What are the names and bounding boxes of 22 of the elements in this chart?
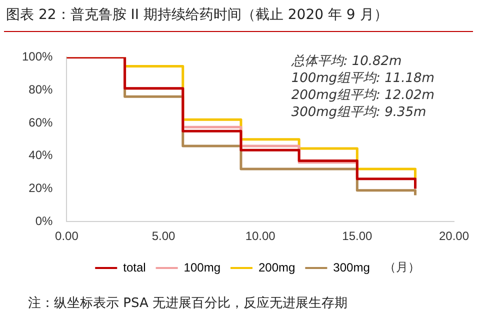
x-axis-title: （月） bbox=[384, 260, 420, 274]
annotation: 200mg组平均: 12.02m bbox=[291, 88, 434, 104]
y-tick-label: 60% bbox=[28, 115, 54, 130]
x-tick-label: 10.00 bbox=[245, 229, 276, 244]
y-tick-label: 40% bbox=[28, 148, 54, 162]
legend-label: total bbox=[123, 260, 146, 274]
x-tick-label: 0.00 bbox=[55, 229, 79, 244]
chart-title: 图表 22：普克鲁胺 II 期持续给药时间（截止 2020 年 9 月） bbox=[6, 6, 388, 24]
x-tick-label: 20.00 bbox=[438, 229, 470, 244]
legend-label: 300mg bbox=[333, 260, 370, 274]
legend-label: 100mg bbox=[184, 260, 221, 274]
y-tick-label: 80% bbox=[28, 82, 54, 96]
annotation: 300mg组平均: 9.35m bbox=[291, 105, 426, 120]
y-tick-label: 0% bbox=[35, 214, 54, 228]
y-tick-label: 20% bbox=[28, 181, 54, 196]
annotation: 100mg组平均: 11.18m bbox=[291, 71, 434, 86]
annotation: 总体平均: 10.82m bbox=[290, 54, 402, 70]
x-tick-label: 15.00 bbox=[342, 229, 372, 244]
text: 注：纵坐标表示 PSA 无进展百分比，反应无进展生存期 bbox=[28, 295, 348, 312]
y-tick-label: 100% bbox=[22, 50, 54, 64]
x-tick-label: 5.00 bbox=[152, 229, 176, 244]
legend-label: 200mg bbox=[258, 260, 296, 274]
